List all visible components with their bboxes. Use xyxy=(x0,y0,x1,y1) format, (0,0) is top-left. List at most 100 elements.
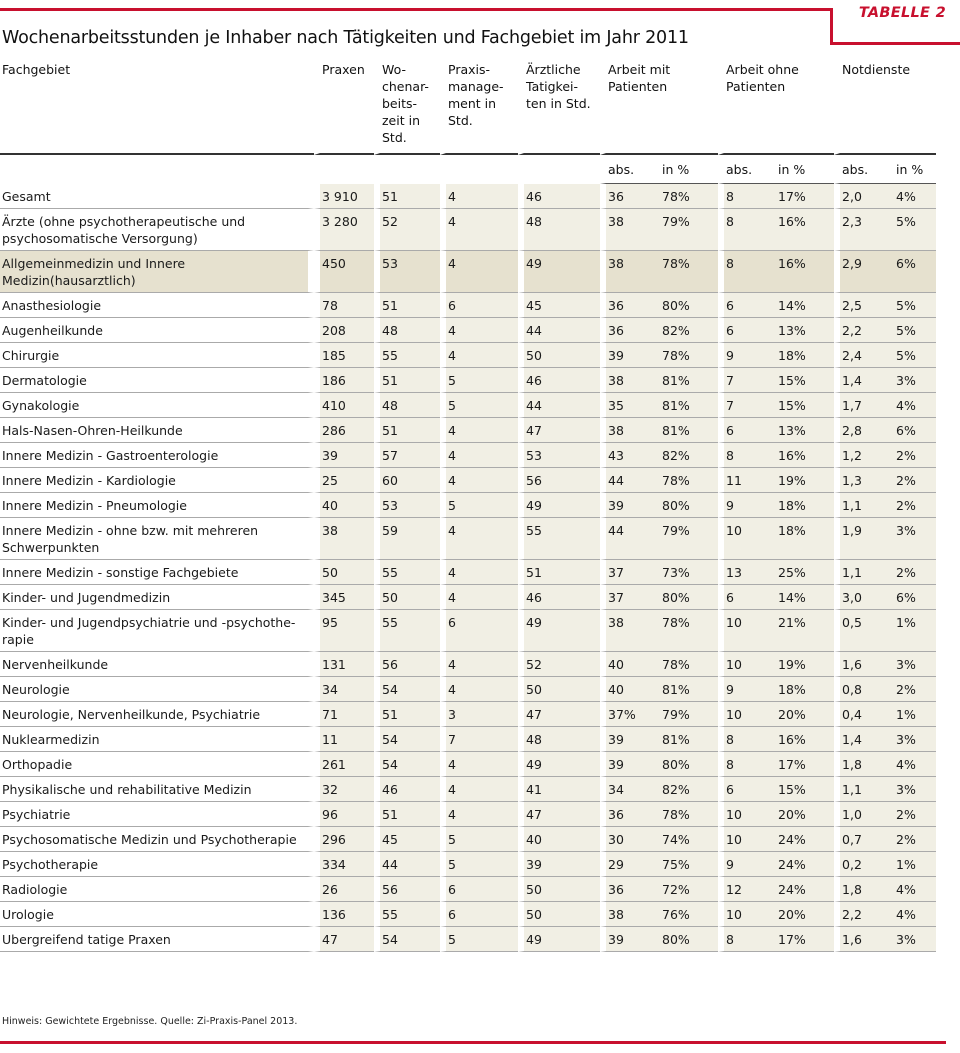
subheader-empty xyxy=(314,155,374,184)
source-note: Hinweis: Gewichtete Ergebnisse. Quelle: … xyxy=(2,1016,298,1027)
cell-not-pct: 2% xyxy=(894,443,937,468)
cell-ohne-abs: 10 xyxy=(718,827,776,852)
cell-ohne-abs: 9 xyxy=(718,493,776,518)
cell-praxismanagement: 5 xyxy=(440,393,518,418)
cell-ohne-abs: 10 xyxy=(718,652,776,677)
cell-not-pct: 4% xyxy=(894,752,937,777)
cell-praxismanagement: 6 xyxy=(440,902,518,927)
cell-mit-abs: 30 xyxy=(600,827,660,852)
cell-wochenarbeitszeit: 51 xyxy=(374,418,440,443)
cell-aerztliche: 40 xyxy=(518,827,600,852)
cell-not-pct: 1% xyxy=(894,852,937,877)
cell-praxen: 450 xyxy=(314,251,374,293)
cell-not-pct: 5% xyxy=(894,318,937,343)
cell-ohne-pct: 17% xyxy=(776,927,835,952)
cell-mit-abs: 36 xyxy=(600,293,660,318)
subheader-empty xyxy=(374,155,440,184)
cell-wochenarbeitszeit: 55 xyxy=(374,560,440,585)
cell-mit-pct: 75% xyxy=(660,852,718,877)
cell-fachgebiet: Anasthesiologie xyxy=(0,293,314,318)
cell-mit-abs: 40 xyxy=(600,652,660,677)
cell-not-pct: 3% xyxy=(894,368,937,393)
data-table: Fachgebiet Praxen Wo- chenar- beits- zei… xyxy=(0,58,937,952)
cell-wochenarbeitszeit: 59 xyxy=(374,518,440,560)
cell-ohne-pct: 21% xyxy=(776,610,835,652)
table-row: Kinder- und Jugendmedizin 345 50 4 46 37 80% 6 1… xyxy=(0,585,937,610)
cell-ohne-pct: 13% xyxy=(776,418,835,443)
cell-fachgebiet: Innere Medizin - Gastroenterologie xyxy=(0,443,314,468)
cell-praxen: 286 xyxy=(314,418,374,443)
cell-not-abs: 0,2 xyxy=(834,852,895,877)
cell-aerztliche: 53 xyxy=(518,443,600,468)
cell-not-pct: 2% xyxy=(894,468,937,493)
cell-ohne-abs: 10 xyxy=(718,902,776,927)
cell-praxen: 47 xyxy=(314,927,374,952)
cell-aerztliche: 41 xyxy=(518,777,600,802)
cell-mit-pct: 78% xyxy=(660,251,718,293)
cell-praxismanagement: 5 xyxy=(440,852,518,877)
table-row: Innere Medizin - Kardiologie 25 60 4 56 44 78%… xyxy=(0,468,937,493)
cell-mit-pct: 81% xyxy=(660,677,718,702)
cell-praxismanagement: 7 xyxy=(440,727,518,752)
cell-not-pct: 3% xyxy=(894,727,937,752)
cell-ohne-abs: 7 xyxy=(718,393,776,418)
cell-ohne-pct: 19% xyxy=(776,652,835,677)
cell-not-abs: 0,5 xyxy=(834,610,895,652)
cell-not-pct: 3% xyxy=(894,927,937,952)
cell-not-abs: 0,7 xyxy=(834,827,895,852)
subheader-empty xyxy=(518,155,600,184)
cell-praxen: 32 xyxy=(314,777,374,802)
cell-fachgebiet: Radiologie xyxy=(0,877,314,902)
cell-wochenarbeitszeit: 57 xyxy=(374,443,440,468)
cell-fachgebiet: Gynakologie xyxy=(0,393,314,418)
cell-ohne-abs: 9 xyxy=(718,677,776,702)
cell-not-abs: 2,0 xyxy=(834,184,895,209)
cell-wochenarbeitszeit: 46 xyxy=(374,777,440,802)
table-row: Gesamt 3 910 51 4 46 36 78% 8 17% 2,0 4% xyxy=(0,184,937,209)
cell-ohne-abs: 13 xyxy=(718,560,776,585)
cell-fachgebiet: Gesamt xyxy=(0,184,314,209)
cell-ohne-abs: 11 xyxy=(718,468,776,493)
cell-mit-pct: 74% xyxy=(660,827,718,852)
cell-not-abs: 2,9 xyxy=(834,251,895,293)
cell-mit-abs: 38 xyxy=(600,209,660,251)
cell-ohne-abs: 7 xyxy=(718,368,776,393)
cell-not-pct: 4% xyxy=(894,902,937,927)
cell-mit-pct: 82% xyxy=(660,443,718,468)
cell-ohne-abs: 8 xyxy=(718,727,776,752)
cell-not-abs: 1,1 xyxy=(834,560,895,585)
cell-praxen: 3 910 xyxy=(314,184,374,209)
cell-fachgebiet: Nuklearmedizin xyxy=(0,727,314,752)
cell-wochenarbeitszeit: 51 xyxy=(374,368,440,393)
cell-mit-abs: 44 xyxy=(600,468,660,493)
cell-praxen: 71 xyxy=(314,702,374,727)
cell-praxen: 95 xyxy=(314,610,374,652)
cell-not-pct: 2% xyxy=(894,677,937,702)
cell-praxismanagement: 4 xyxy=(440,251,518,293)
table-row: Nuklearmedizin 11 54 7 48 39 81% 8 16% 1,4 3% xyxy=(0,727,937,752)
cell-praxismanagement: 4 xyxy=(440,752,518,777)
cell-ohne-abs: 6 xyxy=(718,418,776,443)
cell-mit-pct: 78% xyxy=(660,343,718,368)
cell-aerztliche: 49 xyxy=(518,493,600,518)
header-praxen: Praxen xyxy=(314,58,374,155)
cell-ohne-abs: 6 xyxy=(718,585,776,610)
cell-praxen: 96 xyxy=(314,802,374,827)
cell-praxismanagement: 4 xyxy=(440,209,518,251)
cell-aerztliche: 47 xyxy=(518,702,600,727)
cell-not-pct: 6% xyxy=(894,251,937,293)
table-row: Hals-Nasen-Ohren-Heilkunde 286 51 4 47 38 81% 6… xyxy=(0,418,937,443)
cell-mit-pct: 78% xyxy=(660,468,718,493)
cell-not-pct: 5% xyxy=(894,343,937,368)
cell-not-pct: 5% xyxy=(894,209,937,251)
cell-praxen: 39 xyxy=(314,443,374,468)
cell-wochenarbeitszeit: 55 xyxy=(374,902,440,927)
cell-praxismanagement: 4 xyxy=(440,677,518,702)
cell-mit-pct: 79% xyxy=(660,518,718,560)
cell-praxismanagement: 6 xyxy=(440,293,518,318)
cell-not-pct: 3% xyxy=(894,518,937,560)
cell-praxismanagement: 6 xyxy=(440,877,518,902)
cell-aerztliche: 50 xyxy=(518,677,600,702)
cell-mit-abs: 37 xyxy=(600,585,660,610)
cell-aerztliche: 48 xyxy=(518,209,600,251)
